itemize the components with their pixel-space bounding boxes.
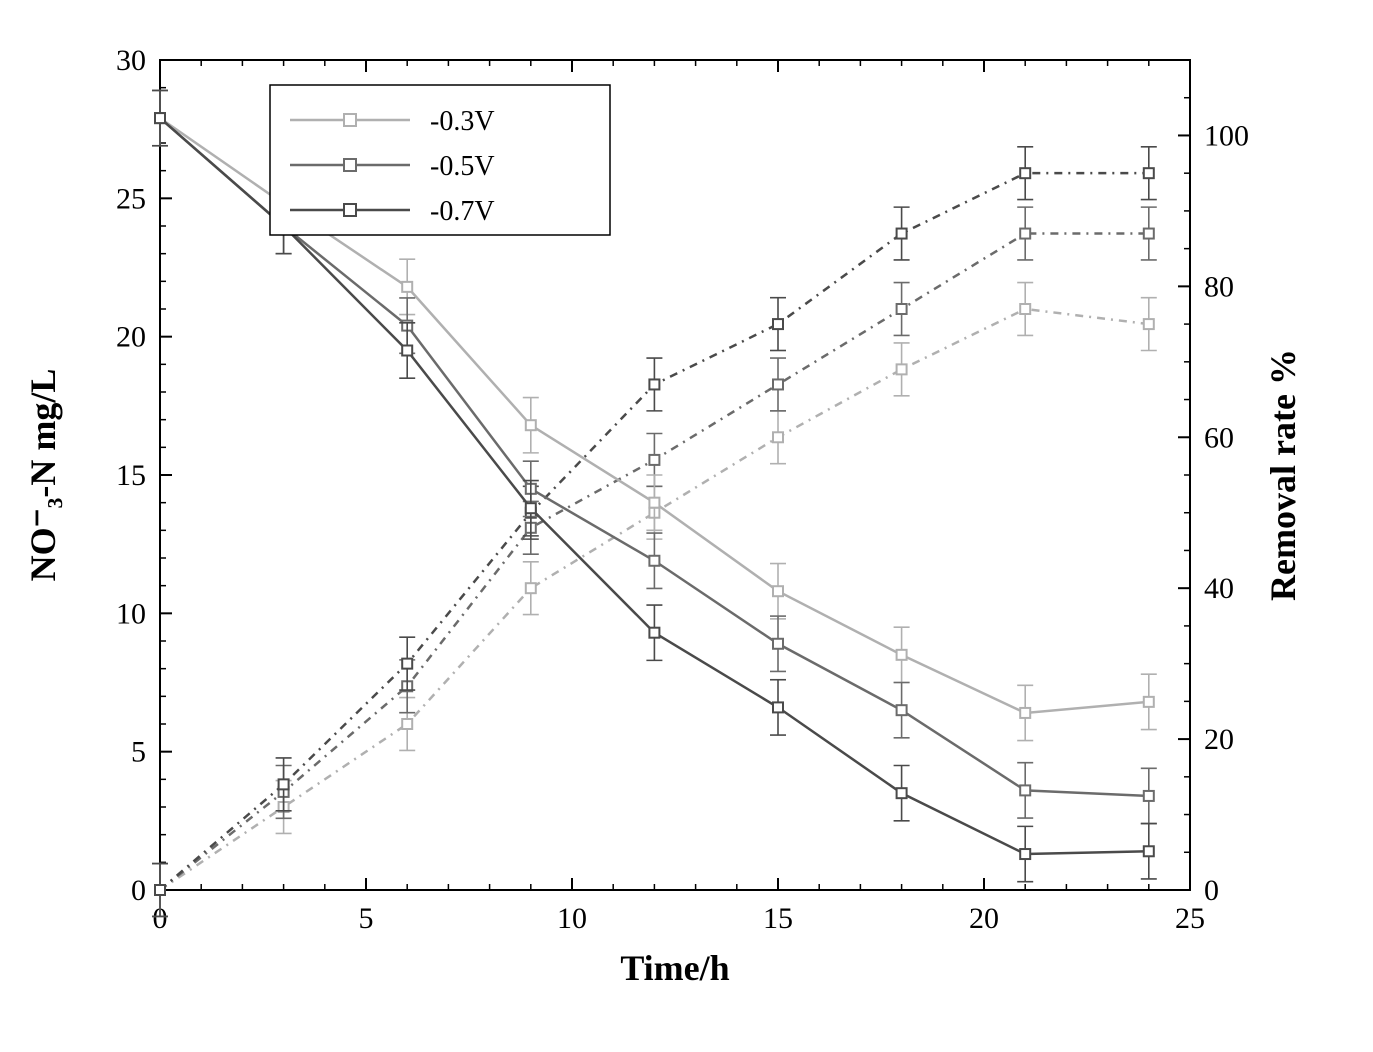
y-right-axis-label: Removal rate % xyxy=(1263,349,1303,601)
marker xyxy=(773,702,783,712)
marker xyxy=(897,650,907,660)
xtick-label: 5 xyxy=(359,902,374,935)
legend-marker xyxy=(344,114,356,126)
yltick-label: 5 xyxy=(131,736,146,769)
marker xyxy=(1020,849,1030,859)
marker xyxy=(402,719,412,729)
legend-label: -0.3V xyxy=(430,106,495,137)
marker xyxy=(897,788,907,798)
marker xyxy=(897,705,907,715)
marker xyxy=(1144,319,1154,329)
marker xyxy=(897,304,907,314)
marker xyxy=(155,885,165,895)
marker xyxy=(155,113,165,123)
marker xyxy=(526,420,536,430)
y-left-axis-label: NO⁻₃-N mg/L xyxy=(23,369,63,582)
marker xyxy=(1020,229,1030,239)
yrtick-label: 20 xyxy=(1204,723,1234,756)
marker xyxy=(1020,304,1030,314)
yltick-label: 10 xyxy=(116,597,146,630)
marker xyxy=(402,282,412,292)
marker xyxy=(773,432,783,442)
legend-marker xyxy=(344,159,356,171)
marker xyxy=(1020,708,1030,718)
marker xyxy=(1144,168,1154,178)
marker xyxy=(402,346,412,356)
marker xyxy=(1144,791,1154,801)
marker xyxy=(649,498,659,508)
xtick-label: 25 xyxy=(1175,902,1205,935)
marker xyxy=(1020,785,1030,795)
marker xyxy=(649,455,659,465)
yrtick-label: 40 xyxy=(1204,572,1234,605)
marker xyxy=(526,583,536,593)
yrtick-label: 100 xyxy=(1204,119,1249,152)
marker xyxy=(773,586,783,596)
marker xyxy=(402,659,412,669)
marker xyxy=(773,639,783,649)
legend-label: -0.7V xyxy=(430,196,495,227)
yltick-label: 25 xyxy=(116,182,146,215)
yltick-label: 15 xyxy=(116,459,146,492)
xtick-label: 10 xyxy=(557,902,587,935)
marker xyxy=(773,379,783,389)
yrtick-label: 80 xyxy=(1204,270,1234,303)
chart-svg: 0510152025051015202530020406080100Time/h… xyxy=(0,0,1373,1052)
legend-label: -0.5V xyxy=(430,151,495,182)
yrtick-label: 60 xyxy=(1204,421,1234,454)
legend: -0.3V -0.5V -0.7V xyxy=(270,85,610,235)
yltick-label: 30 xyxy=(116,44,146,77)
chart-container: 0510152025051015202530020406080100Time/h… xyxy=(0,0,1373,1052)
marker xyxy=(1144,229,1154,239)
marker xyxy=(1144,697,1154,707)
legend-marker xyxy=(344,204,356,216)
marker xyxy=(649,379,659,389)
marker xyxy=(526,503,536,513)
marker xyxy=(649,628,659,638)
yltick-label: 0 xyxy=(131,874,146,907)
marker xyxy=(773,319,783,329)
yltick-label: 20 xyxy=(116,321,146,354)
marker xyxy=(279,779,289,789)
xtick-label: 20 xyxy=(969,902,999,935)
marker xyxy=(897,229,907,239)
yrtick-label: 0 xyxy=(1204,874,1219,907)
xtick-label: 15 xyxy=(763,902,793,935)
x-axis-label: Time/h xyxy=(620,948,729,988)
marker xyxy=(897,364,907,374)
marker xyxy=(1020,168,1030,178)
marker xyxy=(1144,846,1154,856)
marker xyxy=(649,556,659,566)
